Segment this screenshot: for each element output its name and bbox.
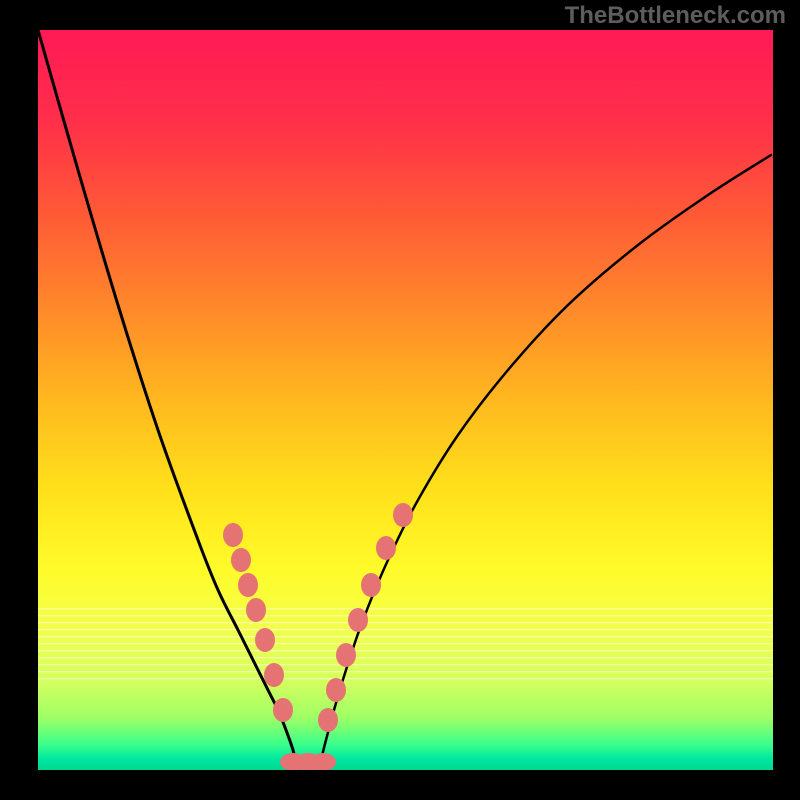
dot-right-0 bbox=[318, 708, 338, 732]
chart-svg bbox=[38, 30, 773, 770]
plot-area bbox=[38, 30, 773, 770]
chart-container: TheBottleneck.com bbox=[0, 0, 800, 800]
watermark: TheBottleneck.com bbox=[565, 2, 786, 30]
dot-left-6 bbox=[273, 698, 293, 722]
dot-right-1 bbox=[326, 678, 346, 702]
dot-left-3 bbox=[246, 598, 266, 622]
dot-right-4 bbox=[361, 573, 381, 597]
dot-left-2 bbox=[238, 573, 258, 597]
dot-left-5 bbox=[264, 663, 284, 687]
dot-right-6 bbox=[393, 503, 413, 527]
dot-right-5 bbox=[376, 536, 396, 560]
dot-left-0 bbox=[223, 523, 243, 547]
dot-left-4 bbox=[255, 628, 275, 652]
dot-left-1 bbox=[231, 548, 251, 572]
dot-right-3 bbox=[348, 608, 368, 632]
dot-right-2 bbox=[336, 643, 356, 667]
